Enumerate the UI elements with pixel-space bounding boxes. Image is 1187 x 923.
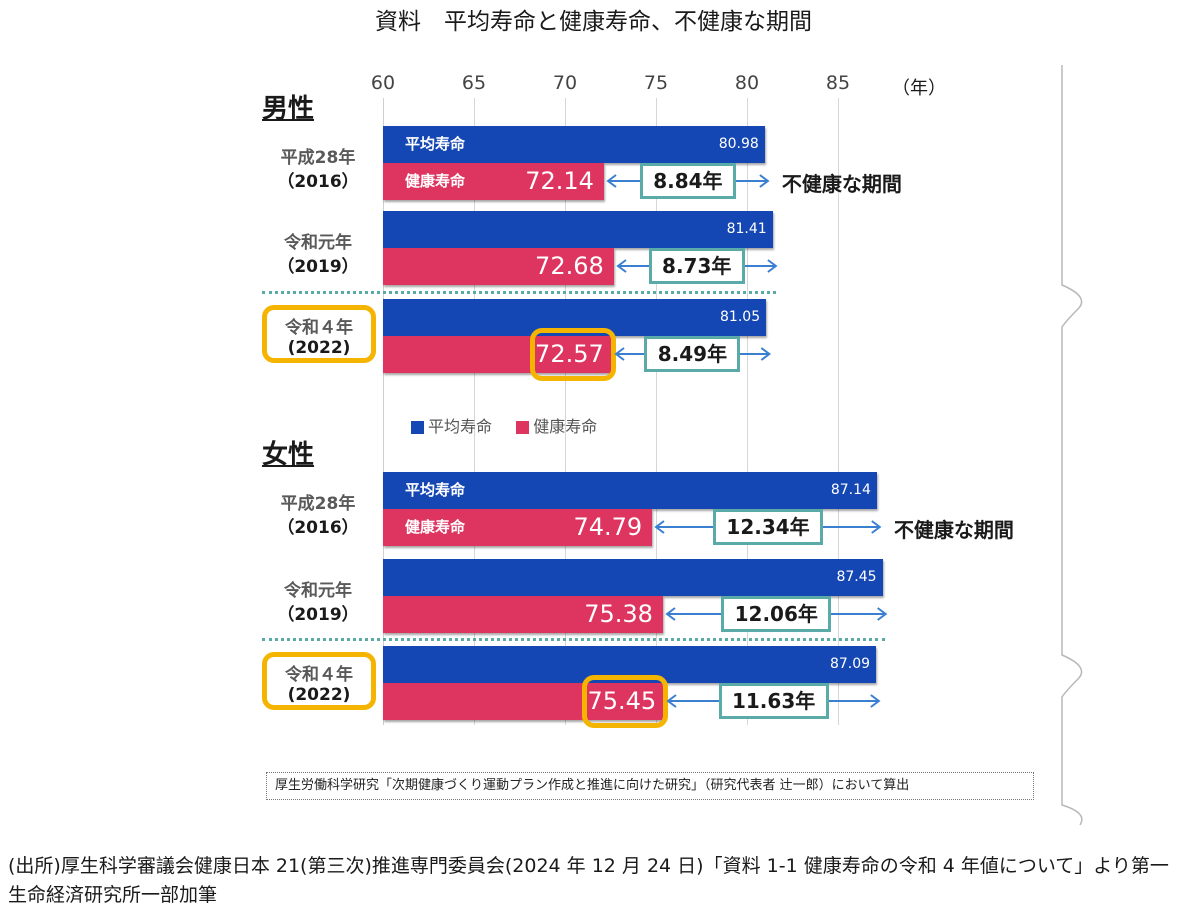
footer-citation: (出所)厚生科学審議会健康日本 21(第三次)推進専門委員会(2024 年 12… bbox=[8, 855, 1169, 906]
x-tick-label: 65 bbox=[461, 72, 487, 94]
avg-value-label: 87.14 bbox=[830, 482, 871, 498]
avg-value-label: 87.45 bbox=[836, 569, 877, 585]
healthy-life-bar: 72.57 bbox=[383, 336, 612, 373]
source-note: 厚生労働科学研究「次期健康づくり運動プラン作成と推進に向けた研究」（研究代表者 … bbox=[266, 772, 1034, 800]
healthy-life-bar: 72.68 bbox=[383, 248, 614, 285]
group-separator bbox=[262, 638, 886, 641]
x-tick-label: 70 bbox=[552, 72, 578, 94]
legend-avg-swatch bbox=[411, 421, 424, 434]
year-number-label: （2016） bbox=[277, 518, 359, 538]
unhealthy-period-box: 8.73年 bbox=[648, 248, 745, 284]
y-axis-line bbox=[383, 98, 384, 725]
unhealthy-period-box: 8.84年 bbox=[639, 163, 736, 199]
avg-value-label: 81.41 bbox=[726, 221, 767, 237]
legend-healthy-swatch bbox=[516, 421, 530, 434]
year-number-label: （2019） bbox=[277, 605, 359, 625]
healthy-life-bar: 健康寿命 72.14 bbox=[383, 163, 604, 200]
gridline bbox=[747, 98, 748, 725]
healthy-value-label: 72.68 bbox=[535, 252, 604, 280]
year-era-label: 令和４年 bbox=[285, 318, 353, 338]
year-label: 令和４年 (2022) bbox=[262, 305, 376, 363]
chart-title: 資料 平均寿命と健康寿命、不健康な期間 bbox=[375, 9, 812, 35]
x-tick-label: 80 bbox=[734, 72, 760, 94]
unhealthy-period-box: 8.49年 bbox=[644, 336, 741, 372]
healthy-life-bar: 75.45 bbox=[383, 683, 665, 720]
panel-title: 男性 bbox=[262, 94, 315, 124]
axis-unit-label: （年） bbox=[892, 78, 946, 99]
gridline bbox=[474, 98, 475, 725]
x-tick-label: 85 bbox=[825, 72, 851, 94]
healthy-bar-name: 健康寿命 bbox=[405, 172, 466, 190]
year-era-label: 令和元年 bbox=[284, 581, 352, 601]
legend: 平均寿命 健康寿命 bbox=[411, 413, 597, 437]
year-label: 令和元年 （2019） bbox=[248, 231, 388, 279]
year-label: 平成28年 （2016） bbox=[248, 492, 388, 540]
highlight-box bbox=[582, 675, 669, 728]
year-era-label: 令和元年 bbox=[284, 233, 352, 253]
year-label: 令和元年 （2019） bbox=[248, 579, 388, 627]
year-label: 平成28年 （2016） bbox=[248, 146, 388, 194]
avg-life-bar: 81.41 bbox=[383, 211, 773, 248]
panel-title: 女性 bbox=[262, 440, 315, 470]
year-number-label: （2019） bbox=[277, 257, 359, 277]
unhealthy-period-box: 12.34年 bbox=[713, 509, 824, 545]
year-label: 令和４年 (2022) bbox=[262, 652, 376, 710]
healthy-life-bar: 75.38 bbox=[383, 596, 663, 633]
avg-value-label: 80.98 bbox=[718, 136, 759, 152]
healthy-value-label: 72.14 bbox=[525, 167, 594, 195]
unhealthy-period-label: 不健康な期間 bbox=[893, 518, 1014, 542]
year-era-label: 令和４年 bbox=[285, 665, 353, 685]
avg-life-bar: 平均寿命 87.14 bbox=[383, 472, 877, 509]
avg-life-bar: 平均寿命 80.98 bbox=[383, 126, 765, 163]
legend-healthy-label: 健康寿命 bbox=[533, 417, 598, 436]
unhealthy-period-box: 11.63年 bbox=[718, 683, 829, 719]
healthy-value-label: 75.38 bbox=[584, 600, 653, 628]
highlight-box bbox=[529, 328, 616, 381]
healthy-bar-name: 健康寿命 bbox=[405, 518, 466, 536]
gridline bbox=[838, 98, 839, 725]
right-border-decoration bbox=[1061, 65, 1083, 825]
unhealthy-period-label: 不健康な期間 bbox=[781, 172, 902, 196]
year-era-label: 平成28年 bbox=[280, 148, 356, 168]
year-number-label: (2022) bbox=[287, 338, 351, 358]
avg-bar-name: 平均寿命 bbox=[405, 135, 466, 153]
avg-life-bar: 87.45 bbox=[383, 559, 883, 596]
legend-avg-label: 平均寿命 bbox=[428, 417, 493, 436]
x-tick-label: 75 bbox=[643, 72, 669, 94]
avg-bar-name: 平均寿命 bbox=[405, 481, 466, 499]
group-separator bbox=[262, 291, 777, 294]
x-tick-label: 60 bbox=[370, 72, 396, 94]
year-era-label: 平成28年 bbox=[280, 494, 356, 514]
year-number-label: （2016） bbox=[277, 172, 359, 192]
healthy-life-bar: 健康寿命 74.79 bbox=[383, 509, 653, 546]
gridline bbox=[656, 98, 657, 725]
avg-value-label: 87.09 bbox=[829, 656, 871, 672]
avg-value-label: 81.05 bbox=[720, 309, 761, 325]
gridline bbox=[565, 98, 566, 725]
healthy-value-label: 72.57 bbox=[535, 340, 604, 368]
healthy-value-label: 74.79 bbox=[573, 513, 643, 541]
year-number-label: (2022) bbox=[287, 685, 351, 705]
healthy-value-label: 75.45 bbox=[587, 687, 657, 715]
unhealthy-period-box: 12.06年 bbox=[721, 596, 832, 632]
